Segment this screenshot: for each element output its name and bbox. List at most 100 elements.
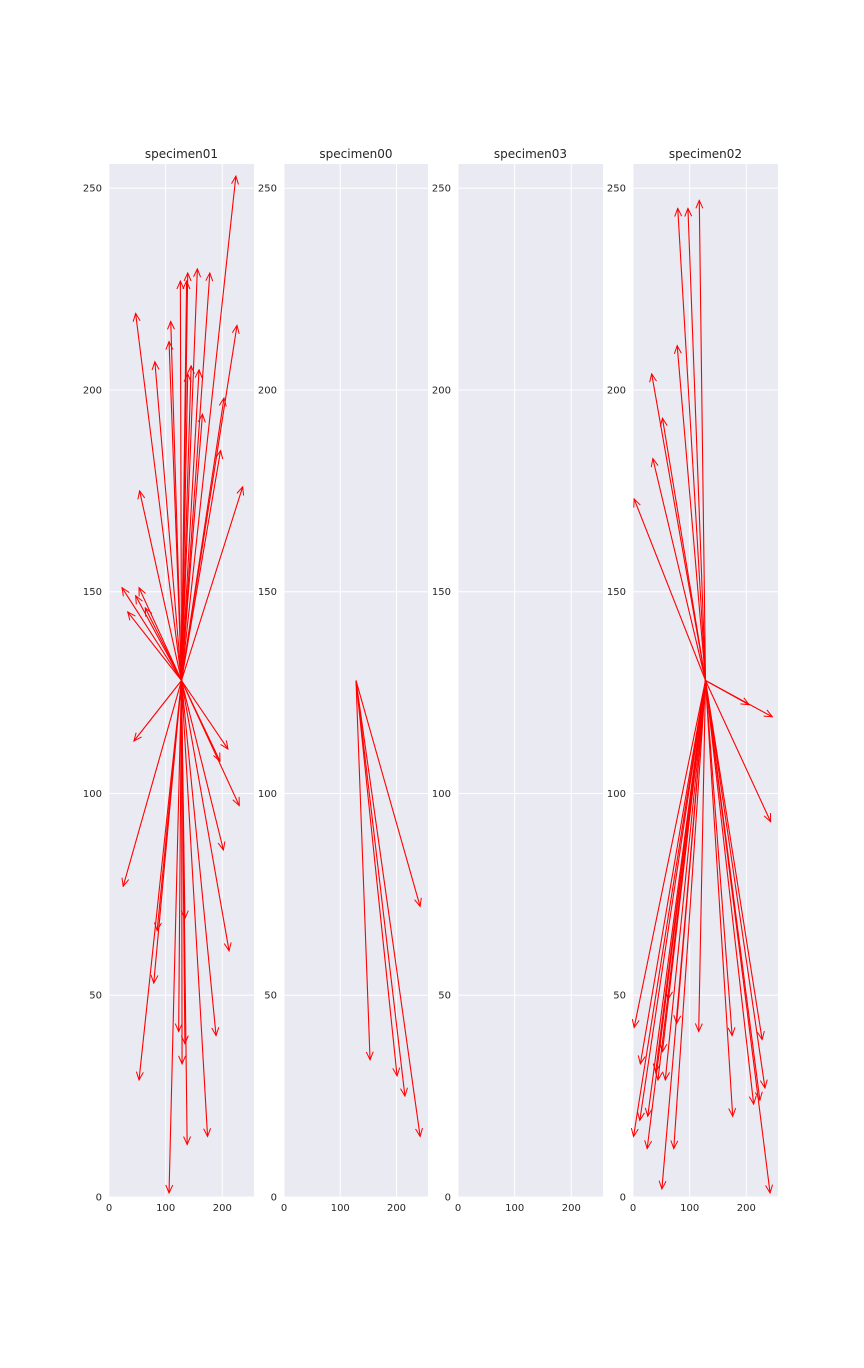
vector-arrow	[704, 680, 733, 1036]
vector-arrow	[677, 346, 707, 681]
y-tick-label: 0	[271, 1193, 277, 1204]
y-tick-label: 200	[258, 385, 277, 396]
vector-arrow	[634, 680, 707, 1028]
vector-arrow	[355, 680, 397, 1076]
vector-arrow	[128, 612, 182, 681]
vector-arrow	[122, 588, 182, 681]
vector-arrow	[704, 680, 754, 1105]
y-tick-label: 100	[607, 789, 626, 800]
vector-arrow	[180, 273, 210, 681]
y-tick-label: 150	[607, 587, 626, 598]
panel-specimen03: 0 100 200 0 50 100 150 200 250 specimen03	[432, 147, 603, 1214]
y-tick-label: 150	[83, 587, 102, 598]
vector-arrow	[662, 680, 707, 1189]
x-tick-label: 200	[737, 1203, 756, 1214]
x-tick-label: 100	[331, 1203, 350, 1214]
panel-title: specimen01	[145, 147, 218, 161]
vector-arrow	[704, 680, 733, 1117]
vector-arrow	[180, 680, 208, 1137]
vector-arrow	[705, 680, 771, 822]
vector-arrow	[648, 680, 707, 1117]
x-tick-label: 0	[106, 1203, 112, 1214]
vector-arrow	[653, 459, 707, 681]
vector-arrow	[180, 366, 192, 681]
vector-arrow	[180, 680, 230, 951]
vector-arrow	[699, 680, 707, 1032]
vector-arrow	[704, 680, 771, 1193]
vector-arrow	[634, 680, 707, 1137]
vector-arrow	[139, 680, 183, 1080]
y-tick-label: 50	[264, 991, 277, 1002]
vector-arrow	[134, 680, 182, 742]
y-tick-label: 250	[83, 184, 102, 195]
y-tick-label: 250	[432, 184, 451, 195]
panel-specimen02: 0 100 200 0 50 100 150 200 250 specimen02	[607, 147, 778, 1214]
vector-arrow	[139, 588, 183, 681]
vector-arrow	[140, 491, 183, 681]
vector-arrow	[355, 680, 405, 1097]
vector-arrow	[169, 680, 183, 1193]
y-tick-label: 250	[607, 184, 626, 195]
vector-arrow	[180, 680, 188, 1145]
y-tick-label: 100	[83, 789, 102, 800]
vector-arrow	[180, 680, 217, 1036]
vector-arrow	[355, 680, 420, 907]
vector-arrow	[355, 680, 420, 1137]
vector-arrow	[180, 487, 243, 681]
vector-arrow	[180, 450, 221, 681]
vector-arrow	[180, 281, 181, 681]
panel-title: specimen02	[669, 147, 742, 161]
y-tick-label: 50	[613, 991, 626, 1002]
vector-arrow	[674, 680, 707, 1149]
vector-arrow	[180, 176, 236, 681]
x-tick-label: 0	[281, 1203, 287, 1214]
vector-arrow	[123, 680, 183, 887]
x-tick-label: 100	[505, 1203, 524, 1214]
y-tick-label: 250	[258, 184, 277, 195]
x-tick-label: 100	[156, 1203, 175, 1214]
x-tick-label: 200	[562, 1203, 581, 1214]
x-tick-label: 100	[680, 1203, 699, 1214]
vector-arrow	[704, 680, 765, 1089]
vector-arrow	[355, 680, 370, 1060]
panel-title: specimen00	[319, 147, 392, 161]
vector-arrow	[180, 370, 200, 681]
vector-arrow	[179, 680, 182, 1032]
vector-arrow	[180, 398, 224, 681]
y-tick-label: 150	[258, 587, 277, 598]
y-tick-label: 200	[607, 385, 626, 396]
y-tick-label: 0	[620, 1193, 626, 1204]
vector-arrow	[699, 200, 707, 681]
vector-arrow	[169, 342, 183, 681]
vector-arrow	[704, 680, 763, 1040]
vector-arrow	[678, 208, 707, 681]
panel-specimen00: 0 100 200 0 50 100 150 200 250 specimen00	[258, 147, 428, 1214]
y-tick-label: 100	[432, 789, 451, 800]
vector-arrow	[634, 499, 707, 681]
vector-arrow	[640, 680, 707, 1121]
vector-arrow	[180, 414, 203, 681]
y-tick-label: 200	[83, 385, 102, 396]
vector-arrow	[705, 680, 773, 717]
vector-arrow	[647, 680, 707, 1149]
vector-arrow	[180, 680, 224, 850]
panel-specimen01: 0 100 200 0 50 100 150 200 250 specimen01	[83, 147, 254, 1214]
vector-arrow	[665, 680, 707, 1080]
vector-arrow	[640, 680, 707, 1064]
vector-arrow	[181, 680, 240, 806]
y-tick-label: 0	[96, 1193, 102, 1204]
y-tick-label: 0	[445, 1193, 451, 1204]
vector-arrow	[154, 680, 183, 984]
vector-arrow	[182, 680, 183, 1064]
y-tick-label: 50	[438, 991, 451, 1002]
y-tick-label: 150	[432, 587, 451, 598]
panel-title: specimen03	[494, 147, 567, 161]
plot-area	[458, 164, 603, 1197]
vector-arrow	[688, 208, 707, 681]
y-tick-label: 100	[258, 789, 277, 800]
vector-arrow	[155, 362, 183, 681]
y-tick-label: 200	[432, 385, 451, 396]
vector-arrow	[145, 608, 182, 681]
x-tick-label: 200	[213, 1203, 232, 1214]
